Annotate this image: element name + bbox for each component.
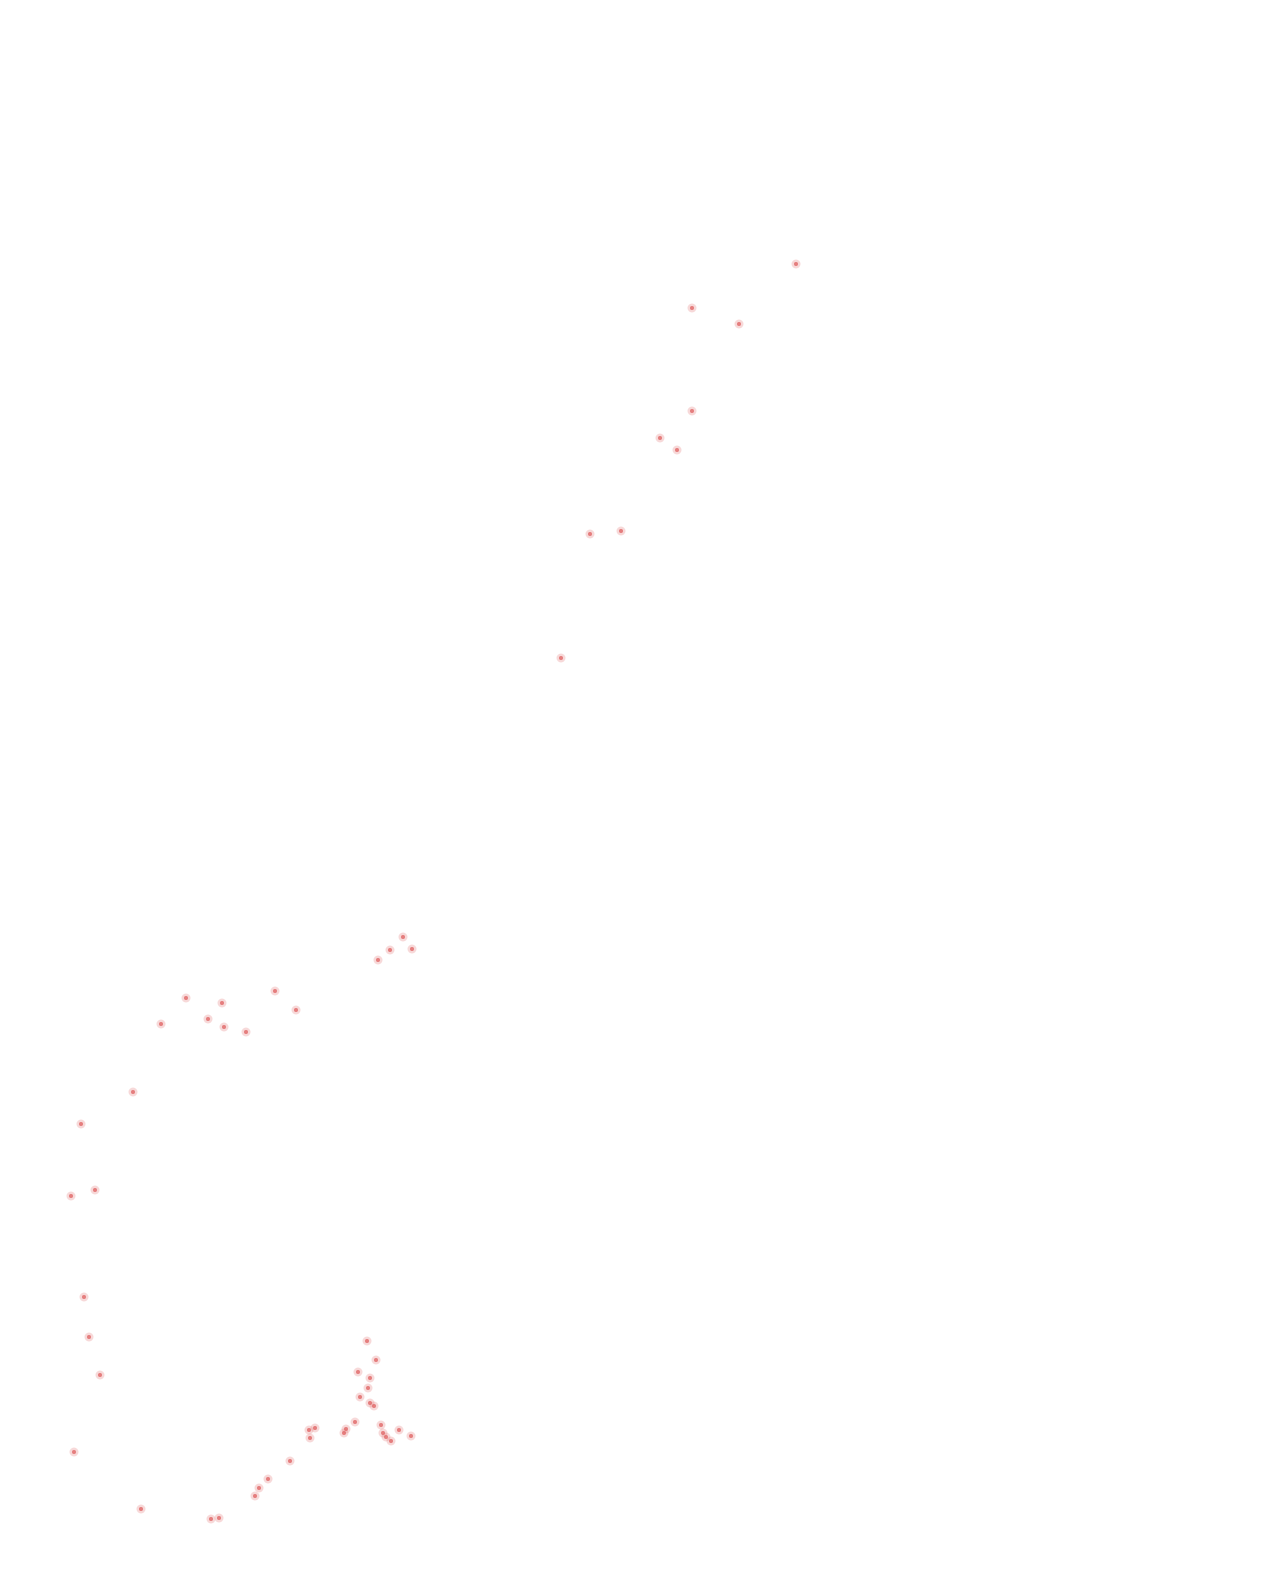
point	[69, 1194, 73, 1198]
point	[356, 1370, 360, 1374]
point	[353, 1420, 357, 1424]
point	[220, 1001, 224, 1005]
point	[368, 1401, 372, 1405]
point	[376, 958, 380, 962]
point	[294, 1008, 298, 1012]
point	[397, 1428, 401, 1432]
point	[658, 436, 662, 440]
point	[379, 1423, 383, 1427]
point	[139, 1507, 143, 1511]
point	[690, 306, 694, 310]
point	[72, 1450, 76, 1454]
point	[209, 1517, 213, 1521]
point	[222, 1025, 226, 1029]
point	[410, 947, 414, 951]
point	[184, 996, 188, 1000]
point	[131, 1090, 135, 1094]
point	[244, 1030, 248, 1034]
point	[381, 1431, 385, 1435]
point	[217, 1516, 221, 1520]
point	[401, 935, 405, 939]
point	[389, 1439, 393, 1443]
point	[588, 532, 592, 536]
point	[366, 1386, 370, 1390]
point	[374, 1358, 378, 1362]
point	[794, 262, 798, 266]
point	[307, 1428, 311, 1432]
point	[675, 448, 679, 452]
point	[266, 1477, 270, 1481]
point	[93, 1188, 97, 1192]
point	[365, 1339, 369, 1343]
point	[82, 1295, 86, 1299]
point	[308, 1436, 312, 1440]
point	[98, 1373, 102, 1377]
point	[372, 1404, 376, 1408]
point	[257, 1486, 261, 1490]
point	[206, 1017, 210, 1021]
point	[368, 1376, 372, 1380]
point	[79, 1122, 83, 1126]
point	[737, 322, 741, 326]
point	[409, 1434, 413, 1438]
point	[559, 656, 563, 660]
point	[253, 1494, 257, 1498]
point	[384, 1435, 388, 1439]
point	[358, 1395, 362, 1399]
point	[342, 1431, 346, 1435]
point	[87, 1335, 91, 1339]
point	[288, 1459, 292, 1463]
point	[619, 529, 623, 533]
point	[159, 1022, 163, 1026]
point	[273, 989, 277, 993]
point	[313, 1426, 317, 1430]
point	[388, 948, 392, 952]
point	[344, 1427, 348, 1431]
point	[690, 409, 694, 413]
